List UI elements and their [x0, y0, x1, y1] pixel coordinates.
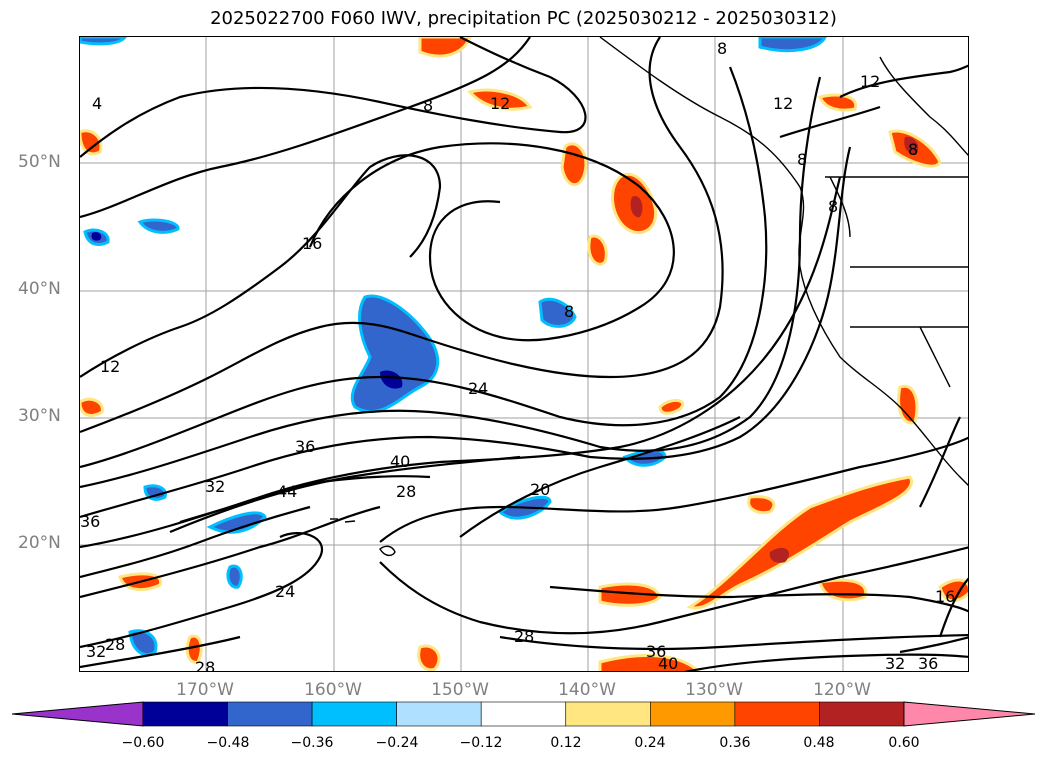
colorbar-segment: [565, 701, 651, 727]
contour-label: 40: [658, 654, 678, 672]
colorbar-segment: [396, 701, 482, 727]
lon-label: 160°W: [304, 680, 362, 700]
contour-label: 12: [100, 357, 120, 376]
colorbar-tick-label: −0.12: [459, 735, 503, 751]
contour-label: 24: [275, 582, 295, 601]
colorbar-segment: [734, 701, 820, 727]
contour-label: 32: [86, 642, 106, 661]
contour-label: 8: [564, 302, 574, 321]
lon-label: 130°W: [685, 680, 743, 700]
contour-label: 24: [468, 379, 488, 398]
colorbar-tick-label: 0.36: [719, 735, 751, 751]
colorbar-segment: [649, 701, 736, 727]
colorbar-segment: [480, 701, 567, 727]
colorbar-tick-label: 0.24: [634, 735, 666, 751]
contour-label: 32: [885, 654, 905, 672]
colorbar-tick-label: 0.48: [803, 735, 835, 751]
colorbar-tick-label: 0.12: [550, 735, 582, 751]
contour-label: 12: [773, 94, 793, 113]
contour-label: 36: [646, 642, 666, 661]
precip-positive: [80, 37, 968, 671]
map-panel[interactable]: 4 8 8 8 12 12 12 12 16 16 20 24 24 28 28…: [79, 36, 969, 672]
precip-negative: [80, 37, 827, 657]
lat-label: 30°N: [18, 406, 61, 426]
colorbar-segment: [142, 701, 228, 727]
contour-label: 44: [277, 482, 297, 501]
colorbar-tick-label: −0.24: [375, 735, 419, 751]
contour-label: 8: [828, 197, 838, 216]
contour-label: 8: [797, 150, 807, 169]
contour-label: 8: [423, 96, 433, 115]
contour-label: 28: [396, 482, 416, 501]
colorbar-extend-min: [11, 701, 144, 727]
contour-label: 28: [195, 658, 215, 672]
coastline: [330, 37, 968, 557]
colorbar-segment: [311, 701, 397, 727]
iwv-contours: [80, 37, 968, 671]
colorbar-segment: [819, 701, 905, 727]
contour-label: 28: [105, 635, 125, 654]
graticule: [80, 37, 968, 671]
contour-label: 36: [918, 654, 938, 672]
lon-label: 120°W: [813, 680, 871, 700]
precip-core: [630, 136, 919, 563]
lon-label: 170°W: [176, 680, 234, 700]
lat-label: 40°N: [18, 279, 61, 299]
colorbar-extend-max: [903, 701, 1036, 727]
lat-label: 20°N: [18, 533, 61, 553]
contour-label: 36: [80, 512, 100, 531]
precip-patch: [80, 37, 827, 657]
lon-label: 140°W: [558, 680, 616, 700]
contour-label: 16: [302, 234, 322, 253]
contour-label: 32: [205, 477, 225, 496]
contour-label: 36: [295, 437, 315, 456]
contour-label: 4: [92, 94, 102, 113]
contour-label: 12: [860, 72, 880, 91]
contour-label: 8: [717, 39, 727, 58]
lat-label: 50°N: [18, 152, 61, 172]
colorbar-segment: [227, 701, 313, 727]
colorbar-tick-label: −0.60: [121, 735, 165, 751]
contour-label: 16: [935, 587, 955, 606]
contour-label: 28: [514, 627, 534, 646]
precip-core: [91, 232, 403, 389]
contour-label: 40: [390, 452, 410, 471]
colorbar-tick-label: −0.48: [206, 735, 250, 751]
contour-label-group: 4 8 8 8 12 12 12 12 16 16 20 24 24 28 28…: [80, 39, 955, 672]
map-svg: 4 8 8 8 12 12 12 12 16 16 20 24 24 28 28…: [80, 37, 968, 672]
contour-label: 8: [908, 140, 918, 159]
contour-label: 20: [530, 480, 550, 499]
contour-label: 12: [490, 94, 510, 113]
colorbar-tick-label: −0.36: [290, 735, 334, 751]
plot-title: 2025022700 F060 IWV, precipitation PC (2…: [210, 8, 837, 29]
lon-label: 150°W: [431, 680, 489, 700]
precip-patch: [80, 37, 968, 671]
colorbar-tick-label: 0.60: [888, 735, 920, 751]
